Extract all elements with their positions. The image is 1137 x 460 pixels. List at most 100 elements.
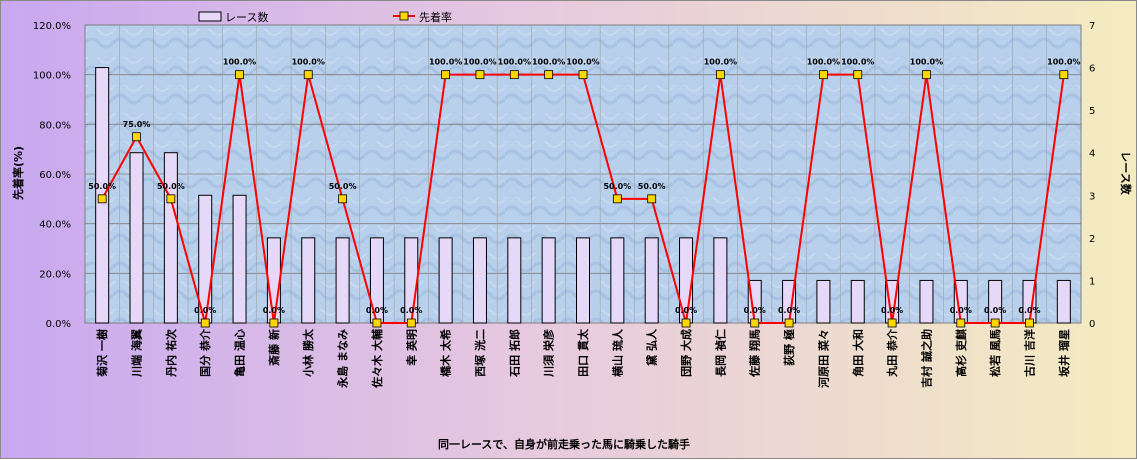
data-label: 100.0%: [704, 58, 737, 67]
left-tick-label: 40.0%: [39, 220, 71, 231]
category-label: 坂井 瑠星: [1057, 329, 1071, 377]
data-label: 100.0%: [807, 58, 840, 67]
data-label: 100.0%: [532, 58, 565, 67]
bar: [816, 279, 831, 324]
category-label: 長岡 禎仁: [713, 329, 727, 377]
data-label: 0.0%: [881, 306, 903, 315]
line-marker: [956, 318, 966, 328]
bar: [541, 237, 556, 324]
left-axis-ticks: 0.0% 20.0% 40.0% 60.0% 80.0% 100.0% 120.0%: [33, 21, 71, 330]
line-marker: [372, 318, 382, 328]
category-label: 佐藤 翔馬: [748, 329, 762, 378]
category-label: 石田 拓郎: [507, 329, 521, 378]
line-marker: [269, 318, 279, 328]
data-label: 100.0%: [566, 58, 599, 67]
bar: [988, 279, 1003, 324]
data-label: 100.0%: [463, 58, 496, 67]
legend-bar-swatch: [198, 11, 222, 22]
line-marker: [303, 70, 313, 80]
data-label: 50.0%: [157, 182, 185, 191]
bar: [335, 237, 350, 324]
data-label: 100.0%: [1047, 58, 1080, 67]
right-tick-label: 6: [1089, 64, 1095, 75]
right-tick-label: 1: [1089, 276, 1095, 287]
left-tick-label: 20.0%: [39, 269, 71, 280]
line-marker: [578, 70, 588, 80]
bar: [301, 237, 316, 324]
data-label: 0.0%: [950, 306, 972, 315]
right-tick-label: 4: [1089, 149, 1095, 160]
line-marker: [612, 194, 622, 204]
data-label: 0.0%: [778, 306, 800, 315]
data-label: 100.0%: [910, 58, 943, 67]
category-label: 国分 恭介: [198, 328, 212, 377]
line-marker: [97, 194, 107, 204]
left-tick-label: 120.0%: [33, 21, 71, 32]
line-marker: [922, 70, 931, 80]
data-label: 0.0%: [400, 306, 422, 315]
left-tick-label: 60.0%: [39, 170, 71, 181]
category-label: 丹内 祐次: [164, 329, 178, 377]
line-marker: [338, 194, 347, 204]
category-label: 横山 琉人: [610, 328, 624, 377]
line-marker: [647, 194, 657, 204]
right-tick-label: 0: [1089, 319, 1095, 330]
gridlines: [85, 24, 1081, 324]
line-marker: [441, 70, 451, 80]
data-label: 75.0%: [123, 120, 151, 129]
data-label: 0.0%: [984, 306, 1006, 315]
left-tick-label: 80.0%: [39, 120, 71, 131]
right-axis-title: レース数: [1119, 151, 1133, 195]
line-marker: [1059, 70, 1069, 80]
category-label: 河原田 菜々: [816, 329, 830, 388]
legend-marker-swatch: [399, 11, 409, 21]
line-marker: [1025, 318, 1034, 328]
line-marker: [235, 70, 244, 80]
legend: レース数 先着率: [198, 10, 452, 24]
category-label: 荻野 極: [782, 329, 796, 366]
legend-bar-label: レース数: [225, 11, 268, 24]
right-tick-label: 2: [1089, 234, 1095, 245]
legend-line-label: 先着率: [419, 10, 452, 24]
line-marker: [475, 70, 485, 80]
category-label: 佐々木 大輔: [370, 329, 384, 389]
line-marker: [750, 318, 760, 328]
right-tick-label: 5: [1089, 106, 1095, 117]
left-tick-label: 100.0%: [33, 71, 71, 82]
bar: [919, 279, 934, 324]
bar: [1056, 279, 1071, 324]
line-marker: [853, 70, 863, 80]
bar: [576, 237, 590, 324]
bar: [850, 279, 865, 324]
category-label: 松若 風馬: [988, 329, 1002, 377]
data-label: 50.0%: [638, 182, 666, 191]
category-label: 幸 英明: [404, 329, 418, 366]
bar: [472, 237, 487, 324]
line-marker: [406, 318, 416, 328]
category-label: 斎藤 新: [267, 329, 281, 366]
right-axis-ticks: 0 1 2 3 4 5 6 7: [1089, 21, 1095, 330]
data-label: 100.0%: [841, 58, 874, 67]
category-label: 菊沢 一樹: [95, 329, 109, 377]
line-marker: [784, 318, 794, 328]
line-marker: [544, 70, 554, 80]
bar: [438, 237, 453, 324]
category-label: 高杉 吏麒: [954, 329, 968, 377]
category-label: 永島 まなみ: [336, 329, 350, 389]
category-labels: 菊沢 一樹 川端 海翼 丹内 祐次 国分 恭介 亀田 温心 斎藤 新 小林 勝太 永島 まなみ…: [95, 328, 1071, 389]
category-label: 古川 吉洋: [1022, 329, 1036, 377]
bar: [610, 237, 625, 324]
left-tick-label: 0.0%: [46, 319, 71, 330]
bar: [163, 152, 178, 324]
data-label: 100.0%: [223, 58, 256, 67]
category-label: 橋木 太希: [439, 329, 453, 377]
data-labels: 50.0% 75.0% 50.0% 0.0% 100.0% 0.0% 100.0% 50.0%…: [88, 58, 1080, 315]
data-label: 50.0%: [329, 182, 357, 191]
left-axis-title: 先着率(%): [11, 146, 25, 200]
category-label: 黛 弘人: [645, 328, 659, 366]
category-label: 川須 栄彦: [542, 329, 556, 378]
line-marker: [715, 70, 725, 80]
line-series: [97, 70, 1069, 328]
